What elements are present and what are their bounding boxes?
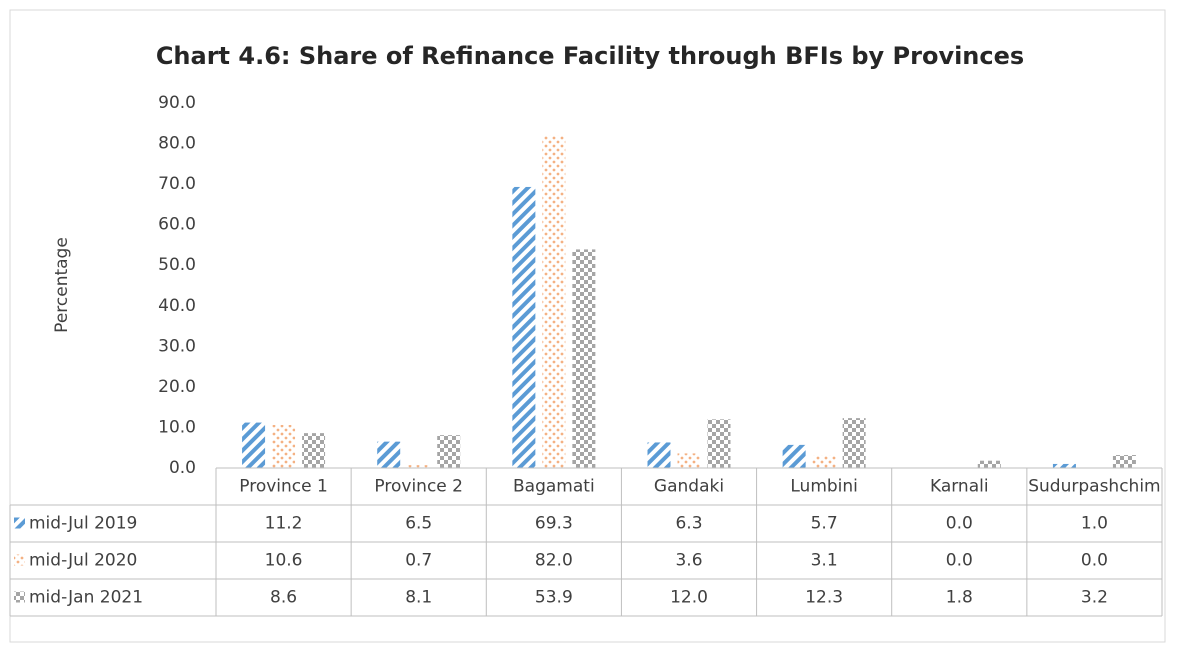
x-tick-label: Province 1 bbox=[239, 477, 328, 497]
y-tick-label: 0.0 bbox=[169, 458, 196, 478]
table-value: 3.2 bbox=[1081, 588, 1108, 608]
bar bbox=[842, 418, 866, 468]
x-tick-label: Gandaki bbox=[654, 477, 724, 497]
chart-title: Chart 4.6: Share of Refinance Facility t… bbox=[156, 42, 1024, 70]
bar bbox=[407, 465, 431, 468]
x-tick-label: Lumbini bbox=[790, 477, 858, 497]
y-tick-label: 70.0 bbox=[158, 174, 196, 194]
table-value: 1.8 bbox=[946, 588, 973, 608]
table-value: 69.3 bbox=[535, 514, 573, 534]
bar bbox=[302, 433, 326, 468]
chart-frame bbox=[9, 9, 1166, 643]
table-value: 0.0 bbox=[1081, 551, 1108, 571]
y-tick-label: 60.0 bbox=[158, 215, 196, 235]
y-tick-label: 20.0 bbox=[158, 377, 196, 397]
table-value: 53.9 bbox=[535, 588, 573, 608]
table-value: 10.6 bbox=[265, 551, 303, 571]
bar bbox=[1052, 463, 1076, 468]
x-tick-label: Karnali bbox=[930, 477, 989, 497]
x-tick-label: Sudurpashchim bbox=[1028, 477, 1160, 497]
table-value: 0.7 bbox=[405, 551, 432, 571]
y-tick-label: 30.0 bbox=[158, 336, 196, 356]
table-value: 8.1 bbox=[405, 588, 432, 608]
bar bbox=[542, 135, 566, 468]
x-tick-label: Province 2 bbox=[374, 477, 463, 497]
bar bbox=[677, 453, 701, 468]
y-tick-label: 80.0 bbox=[158, 134, 196, 154]
legend-label: mid-Jul 2019 bbox=[29, 514, 137, 534]
table-value: 3.1 bbox=[811, 551, 838, 571]
bar bbox=[782, 444, 806, 468]
bar bbox=[572, 249, 596, 468]
bar bbox=[512, 186, 536, 468]
y-axis-label: Percentage bbox=[52, 237, 72, 333]
table-value: 82.0 bbox=[535, 551, 573, 571]
bar bbox=[377, 441, 401, 468]
table-value: 0.0 bbox=[946, 514, 973, 534]
bar bbox=[437, 435, 461, 468]
bar bbox=[272, 425, 296, 468]
y-tick-label: 10.0 bbox=[158, 417, 196, 437]
bar bbox=[242, 422, 266, 468]
legend-label: mid-Jan 2021 bbox=[29, 588, 143, 608]
table-value: 6.5 bbox=[405, 514, 432, 534]
legend-swatch bbox=[14, 591, 25, 603]
bar bbox=[812, 455, 836, 468]
table-value: 11.2 bbox=[265, 514, 303, 534]
table-value: 6.3 bbox=[675, 514, 702, 534]
table-value: 1.0 bbox=[1081, 514, 1108, 534]
x-tick-label: Bagamati bbox=[513, 477, 595, 497]
legend-swatch bbox=[14, 554, 25, 566]
legend-swatch bbox=[14, 517, 25, 529]
y-tick-label: 90.0 bbox=[158, 93, 196, 113]
bar bbox=[707, 419, 731, 468]
bar bbox=[977, 460, 1001, 468]
table-value: 8.6 bbox=[270, 588, 297, 608]
table-value: 0.0 bbox=[946, 551, 973, 571]
table-value: 3.6 bbox=[675, 551, 702, 571]
table-value: 12.0 bbox=[670, 588, 708, 608]
legend-label: mid-Jul 2020 bbox=[29, 551, 137, 571]
bar bbox=[647, 442, 671, 468]
table-value: 5.7 bbox=[811, 514, 838, 534]
bar bbox=[1112, 455, 1136, 468]
table-value: 12.3 bbox=[805, 588, 843, 608]
y-tick-label: 50.0 bbox=[158, 255, 196, 275]
y-tick-label: 40.0 bbox=[158, 296, 196, 316]
